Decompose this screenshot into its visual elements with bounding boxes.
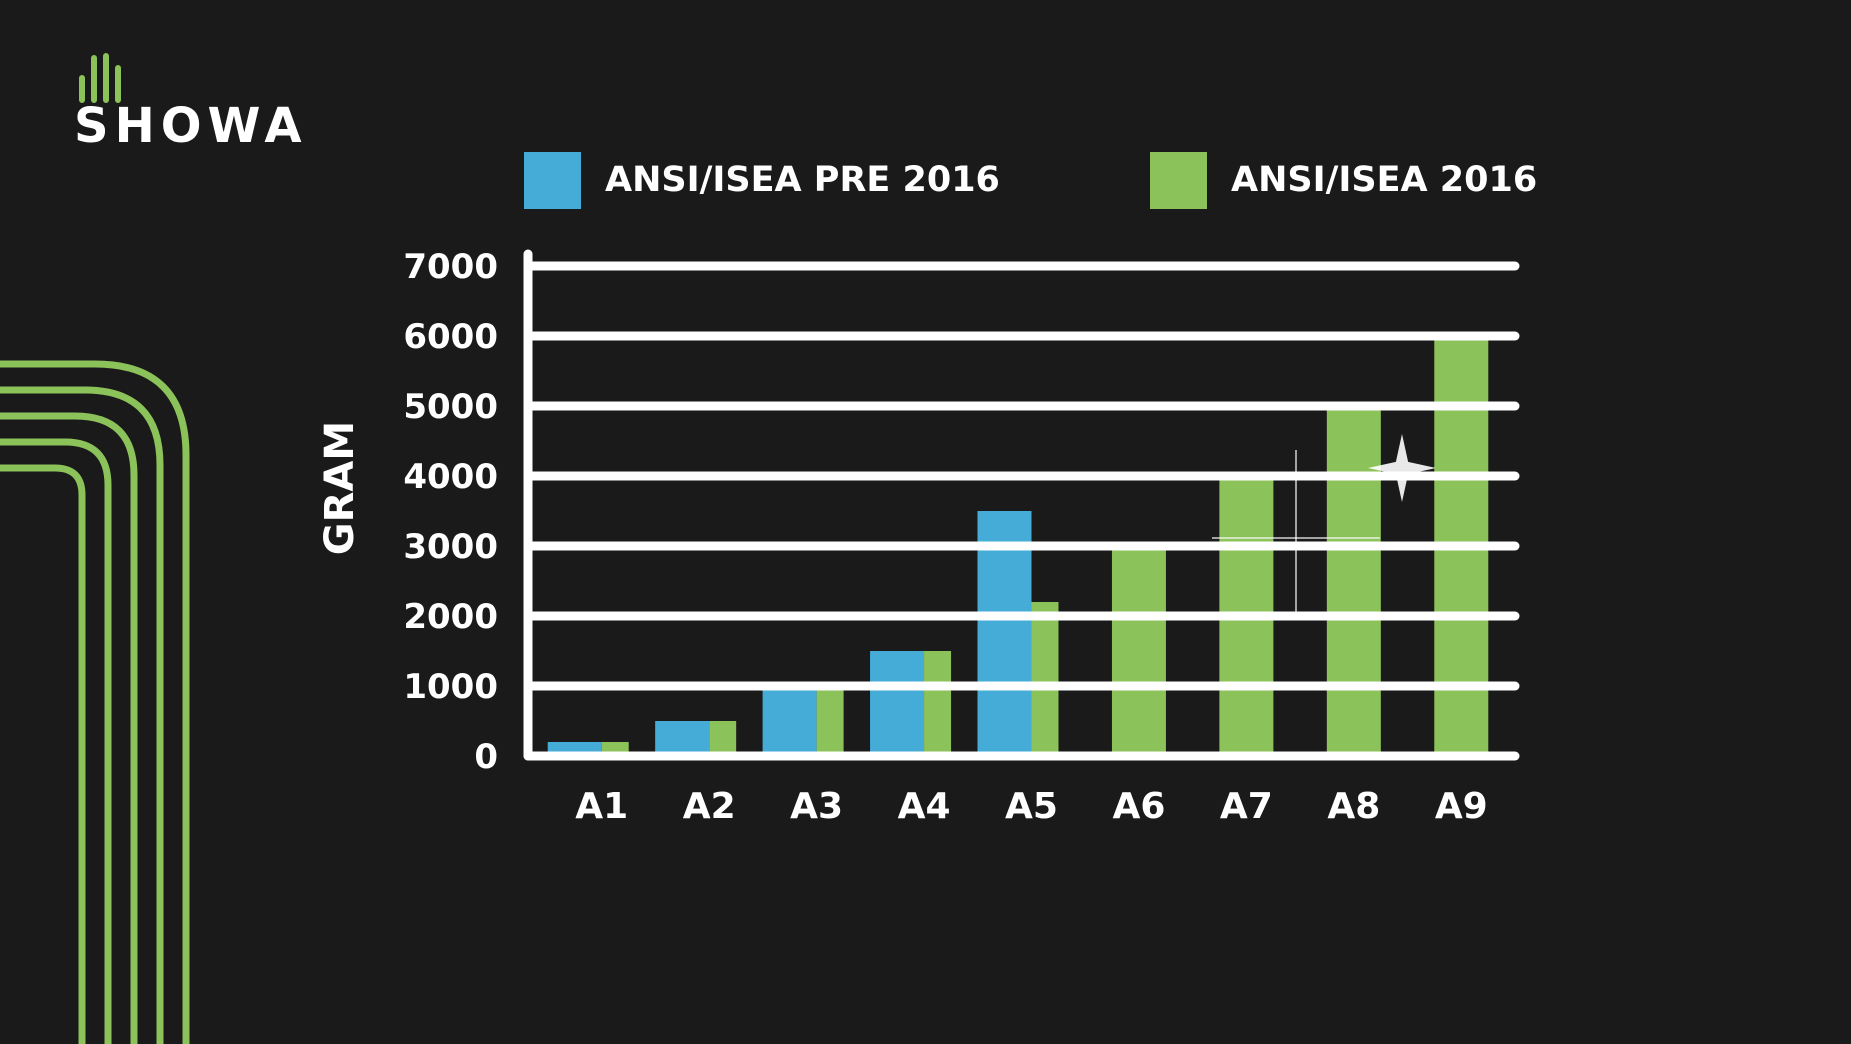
showa-logo: SHOWA (74, 98, 308, 154)
x-tick-label-A8: A8 (1327, 786, 1380, 827)
bar-2016-A8 (1326, 406, 1381, 756)
y-tick-label-2000: 2000 (403, 597, 498, 637)
x-tick-label-A1: A1 (575, 786, 628, 827)
showa-hand-icon (79, 53, 121, 103)
y-tick-label-5000: 5000 (403, 387, 498, 427)
x-tick-label-A3: A3 (790, 786, 843, 827)
legend-swatch-pre2016 (524, 151, 581, 209)
legend-swatch-2016 (1150, 151, 1207, 209)
bar-2016-A3 (816, 686, 844, 756)
x-tick-label-A7: A7 (1220, 786, 1273, 827)
bar-pre2016-A5 (977, 511, 1032, 756)
x-tick-label-A4: A4 (898, 786, 951, 827)
bar-2016-A6 (1111, 546, 1166, 756)
x-tick-label-A9: A9 (1435, 786, 1488, 827)
bar-pre2016-A3 (762, 686, 817, 756)
x-tick-label-A6: A6 (1112, 786, 1165, 827)
y-tick-label-7000: 7000 (403, 247, 498, 287)
bar-2016-A2 (709, 721, 737, 756)
bar-pre2016-A2 (655, 721, 710, 756)
bar-2016-A4 (924, 651, 952, 756)
x-tick-label-A5: A5 (1005, 786, 1058, 827)
legend-item-pre2016: ANSI/ISEA PRE 2016 (524, 150, 1000, 210)
y-tick-label-6000: 6000 (403, 317, 498, 357)
legend-label-2016: ANSI/ISEA 2016 (1231, 160, 1538, 200)
y-tick-label-1000: 1000 (403, 667, 498, 707)
y-tick-label-0: 0 (474, 737, 498, 777)
legend-item-2016: ANSI/ISEA 2016 (1150, 150, 1537, 210)
legend-label-pre2016: ANSI/ISEA PRE 2016 (605, 160, 1000, 200)
y-tick-label-3000: 3000 (403, 527, 498, 567)
bar-pre2016-A4 (870, 651, 925, 756)
bar-2016-A5 (1031, 602, 1059, 756)
sparkle-icon (1368, 434, 1436, 502)
y-tick-label-4000: 4000 (403, 457, 498, 497)
x-tick-label-A2: A2 (683, 786, 736, 827)
